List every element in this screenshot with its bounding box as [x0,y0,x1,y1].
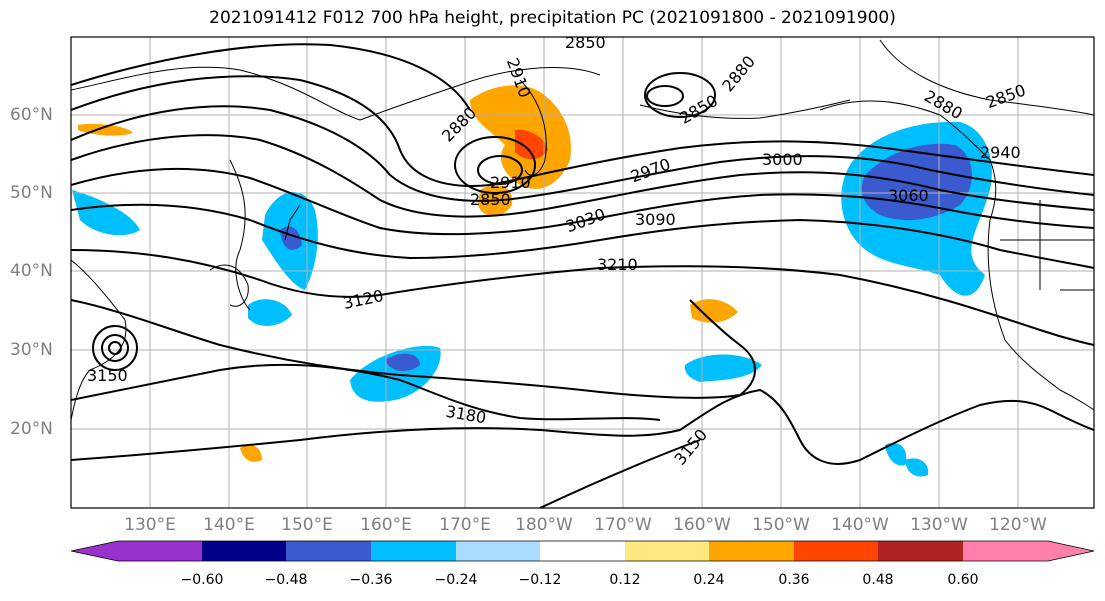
colorbar-cell [709,541,794,561]
colorbar-outline [70,540,1095,562]
colorbar-tick-label: 0.48 [862,572,894,588]
contour-label: 3120 [341,286,385,313]
lon-label: 160°W [673,515,731,535]
contour-low-ring [454,136,536,194]
lat-label: 50°N [10,183,53,203]
colorbar-cell [878,541,963,561]
contour-label: 2850 [983,80,1028,112]
lon-label: 170°W [594,515,652,535]
contour-label: 3000 [762,150,803,169]
colorbar-tick-label: −0.48 [264,572,308,588]
colorbar-tick-label: 0.36 [778,572,810,588]
contour-label: 2970 [628,154,673,186]
contour-line [71,203,1094,269]
contour-line [71,363,661,421]
colorbar-cell [456,541,540,561]
lat-label: 30°N [10,340,53,360]
contour-label: 2940 [980,143,1021,162]
map-frame [70,36,1095,509]
lon-label: 150°E [281,515,333,535]
colorbar-tick-label: 0.12 [609,572,641,588]
lon-label: 120°W [989,515,1047,535]
contour-line [71,249,1094,346]
lon-label: 150°W [752,515,810,535]
colorbar [70,540,1095,562]
lon-label: 130°E [124,515,176,535]
contour-label: 3180 [444,402,487,428]
precip-east-orange [690,299,738,323]
precip-japan-south [248,299,292,326]
contour-line [71,388,1094,465]
colorbar-tick-label: 0.60 [947,572,979,588]
lat-label: 60°N [10,105,53,125]
lon-label: 130°W [910,515,968,535]
contour-line [71,43,471,111]
map-title: 2021091412 F012 700 hPa height, precipit… [209,8,896,28]
contour-label: 3150 [87,366,128,385]
precip-sw-orange [240,444,262,462]
lon-label: 140°W [831,515,889,535]
lat-label: 20°N [10,419,53,439]
colorbar-extend-max [1048,541,1094,561]
lon-label: 160°E [360,515,412,535]
contour-line [71,299,756,399]
colorbar-cell [794,541,878,561]
lon-label: 140°E [203,515,255,535]
contour-line [71,134,1094,218]
colorbar-cell [118,541,202,561]
height-contours [71,43,1094,508]
colorbar-tick-label: 0.24 [693,572,725,588]
precip-hawaii [684,354,762,382]
coastlines [71,39,1094,421]
typhoon-ring [92,325,138,371]
colorbar-tick-label: −0.24 [434,572,478,588]
precip-kamchatka-core [515,129,548,160]
lat-label: 40°N [10,261,53,281]
precip-china [72,190,140,236]
contour-line [71,168,1094,236]
contour-label: 2880 [718,52,759,95]
colorbar-extend-min [71,541,118,561]
colorbar-cell [540,541,625,561]
contour-label: 2850 [470,190,511,209]
contour-low-ring [646,85,684,107]
colorbar-cell [371,541,456,561]
colorbar-cell [202,541,286,561]
contour-line [539,439,701,508]
contour-label: 3090 [635,210,676,229]
precip-se-blue [885,442,907,466]
contour-line [71,75,1094,187]
contour-label: 3030 [563,204,608,236]
colorbar-cell [625,541,709,561]
typhoon-ring [108,341,122,355]
contour-label: 3210 [597,255,638,274]
contour-label: 2910 [490,173,531,192]
contour-low-ring [477,155,523,185]
precip-se-blue2 [905,458,929,477]
colorbar-tick-label: −0.36 [349,572,393,588]
colorbar-cell [963,541,1048,561]
contour-low-ring [644,72,716,118]
contour-line [71,105,1094,202]
colorbar-tick-label: −0.60 [180,572,224,588]
contour-label: 2850 [565,33,606,52]
precip-central-core [385,353,420,372]
contour-label: 3060 [888,186,929,205]
colorbar-cell [286,541,371,561]
colorbar-tick-label: −0.12 [518,572,562,588]
lon-label: 170°E [439,515,491,535]
lon-label: 180°W [515,515,573,535]
typhoon-ring [101,334,129,362]
